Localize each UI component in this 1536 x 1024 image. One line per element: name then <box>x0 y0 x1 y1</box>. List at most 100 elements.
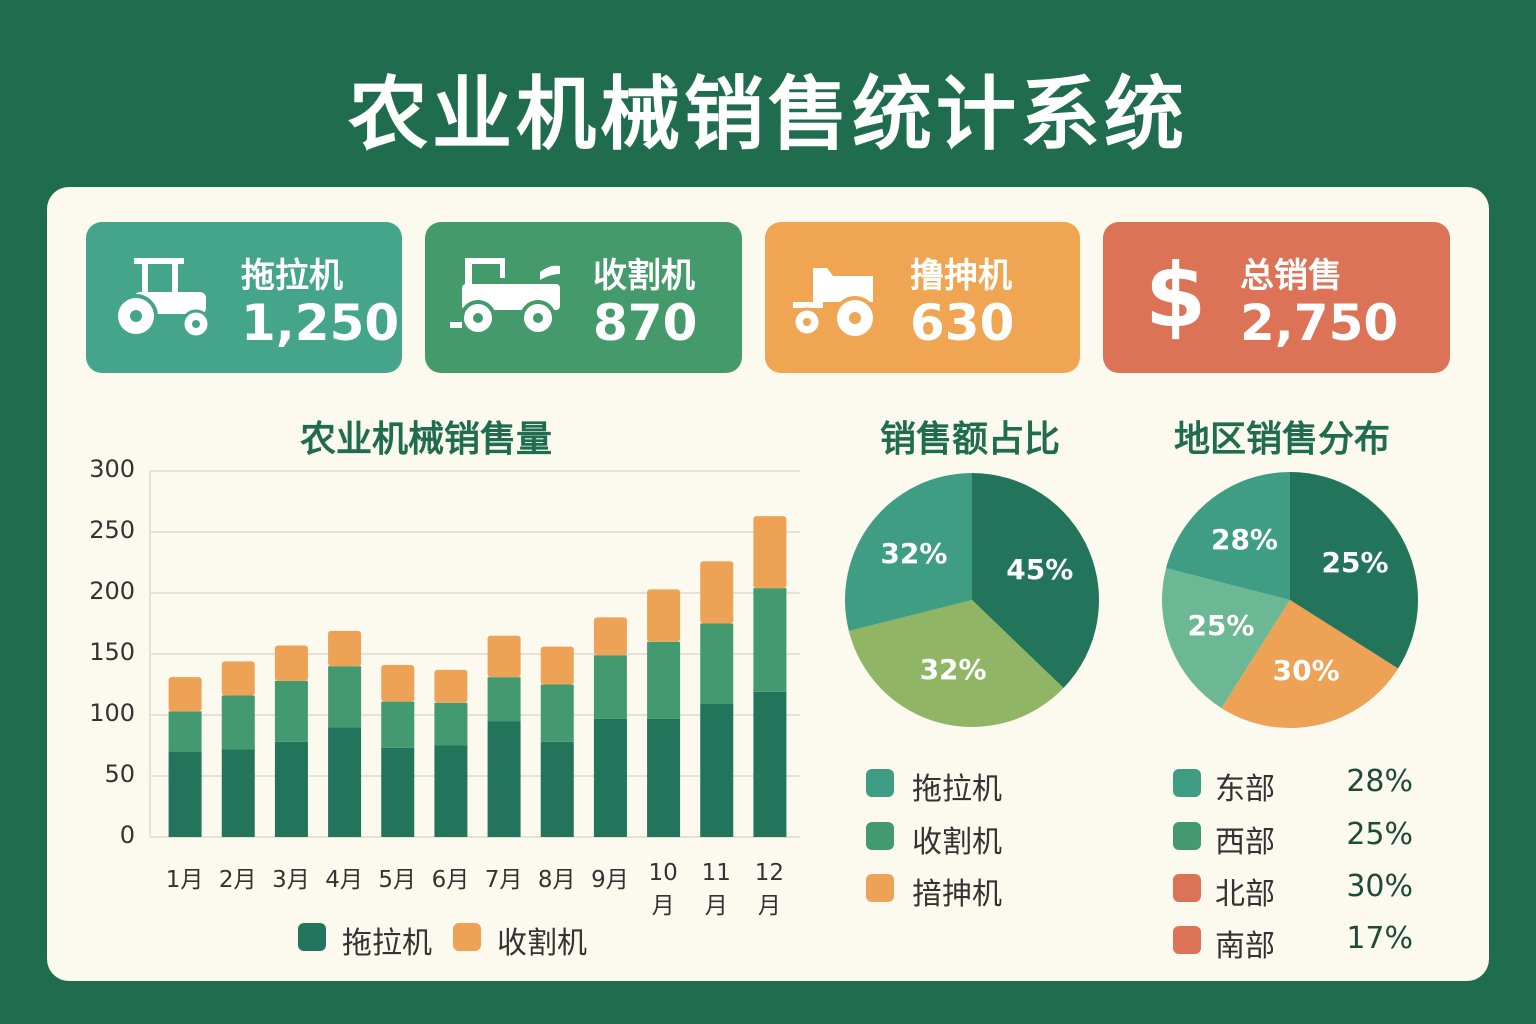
dollar-icon: $ <box>1145 244 1207 347</box>
legend-label: 东部 <box>1215 772 1275 807</box>
card-value: 870 <box>593 294 698 352</box>
bar-segment-收割机 <box>593 617 627 656</box>
y-tick-label: 100 <box>89 699 135 727</box>
pie-slice-label: 32% <box>919 653 987 687</box>
legend-swatch <box>866 874 894 902</box>
x-tick-label: 11月 <box>701 860 731 919</box>
bar-segment-收割机 <box>274 645 308 681</box>
card-seeder: 撸抻机 630 <box>765 222 1080 373</box>
card-value: 2,750 <box>1240 294 1399 352</box>
bar-segment-拖拉机 <box>700 704 734 837</box>
bar-segment-拖拉机 <box>168 751 202 837</box>
legend-label: 南部 <box>1215 929 1275 964</box>
bar-segment-series1 <box>434 702 468 746</box>
bar-segment-收割机 <box>487 635 521 678</box>
card-label: 撸抻机 <box>910 256 1012 296</box>
bar-segment-拖拉机 <box>487 721 521 837</box>
card-value: 1,250 <box>241 294 400 352</box>
tractor-icon <box>114 258 211 339</box>
legend-pct: 25% <box>1346 817 1413 852</box>
pie-slice <box>848 600 1064 727</box>
y-tick-label: 300 <box>89 455 135 483</box>
legend-pct: 28% <box>1346 764 1413 799</box>
legend-label: 揞抻机 <box>912 877 1002 912</box>
card-harvester: 收割机 870 <box>425 222 742 373</box>
pie-slice-label: 28% <box>1210 523 1278 557</box>
bar-segment-series1 <box>221 695 255 750</box>
legend-swatch-harvester <box>453 923 481 951</box>
card-label: 拖拉机 <box>241 256 343 296</box>
bar-segment-series1 <box>647 641 681 719</box>
page-title: 农业机械销售统计系统 <box>348 68 1188 161</box>
bar-segment-拖拉机 <box>221 749 255 837</box>
bar-segment-收割机 <box>381 664 415 702</box>
legend-swatch <box>1173 874 1201 902</box>
bar-segment-拖拉机 <box>647 718 681 837</box>
y-tick-label: 250 <box>89 516 135 544</box>
bar-segment-series1 <box>593 655 627 719</box>
x-tick-label: 1月 <box>165 867 204 893</box>
bar-chart-title: 农业机械销售量 <box>300 419 553 460</box>
bar-segment-收割机 <box>328 630 362 667</box>
legend-label: 收割机 <box>912 825 1002 860</box>
pie-share-title: 销售额占比 <box>880 419 1061 460</box>
x-tick-label: 9月 <box>591 867 629 893</box>
legend-swatch <box>866 769 894 797</box>
card-label: 收割机 <box>593 256 695 296</box>
legend-label: 北部 <box>1215 877 1275 912</box>
bar-segment-拖拉机 <box>540 741 574 837</box>
bar-segment-拖拉机 <box>381 747 415 837</box>
pie-slice <box>1221 600 1399 729</box>
pie-slice <box>1290 472 1418 669</box>
legend-swatch <box>1173 769 1201 797</box>
pie-slice <box>845 472 972 632</box>
x-tick-label: 7月 <box>484 867 523 893</box>
x-tick-label: 4月 <box>325 867 363 893</box>
bar-segment-series1 <box>381 701 415 748</box>
y-tick-label: 200 <box>89 577 135 605</box>
card-label: 总销售 <box>1240 256 1342 296</box>
pie-slice-label: 32% <box>880 536 948 570</box>
bar-segment-series1 <box>700 623 734 705</box>
bar-segment-series1 <box>753 588 787 692</box>
legend-swatch-tractor <box>298 923 326 951</box>
pie-slice-label: 25% <box>1187 609 1255 643</box>
bar-segment-收割机 <box>700 561 734 624</box>
legend-label: 收割机 <box>497 926 587 961</box>
bar-segment-收割机 <box>753 516 787 589</box>
pie-slice-label: 30% <box>1272 654 1340 688</box>
bar-segment-收割机 <box>540 646 574 685</box>
legend-label: 拖拉机 <box>912 772 1002 807</box>
x-tick-label: 8月 <box>537 867 576 893</box>
x-tick-label: 12月 <box>754 860 785 919</box>
pie-slice-label: 25% <box>1321 546 1389 580</box>
x-tick-label: 5月 <box>378 867 417 893</box>
legend-pct: 30% <box>1346 869 1413 904</box>
legend-swatch <box>1173 822 1201 850</box>
x-tick-label: 2月 <box>218 867 257 893</box>
card-total-sales: $ 总销售 2,750 <box>1103 222 1450 373</box>
legend-pct: 17% <box>1346 921 1413 956</box>
pie-region-title: 地区销售分布 <box>1174 419 1391 460</box>
pie-slice <box>1161 568 1290 709</box>
bar-segment-收割机 <box>647 589 681 642</box>
bar-segment-series1 <box>328 666 362 728</box>
bar-segment-收割机 <box>221 661 255 696</box>
bar-segment-series1 <box>540 684 574 742</box>
x-tick-label: 3月 <box>272 867 310 893</box>
legend-label: 西部 <box>1215 825 1275 860</box>
bar-segment-拖拉机 <box>593 718 627 837</box>
pie-slice <box>1166 472 1290 600</box>
bar-segment-收割机 <box>168 677 202 712</box>
bar-segment-拖拉机 <box>274 741 308 837</box>
bar-segment-series1 <box>274 680 308 742</box>
legend-label: 拖拉机 <box>342 926 432 961</box>
y-tick-label: 0 <box>119 821 135 849</box>
card-value: 630 <box>910 294 1015 352</box>
x-tick-label: 6月 <box>431 867 470 893</box>
y-tick-label: 50 <box>104 760 135 788</box>
x-tick-label: 10月 <box>648 860 678 919</box>
bar-segment-series1 <box>487 677 521 722</box>
seeder-icon <box>793 268 877 340</box>
